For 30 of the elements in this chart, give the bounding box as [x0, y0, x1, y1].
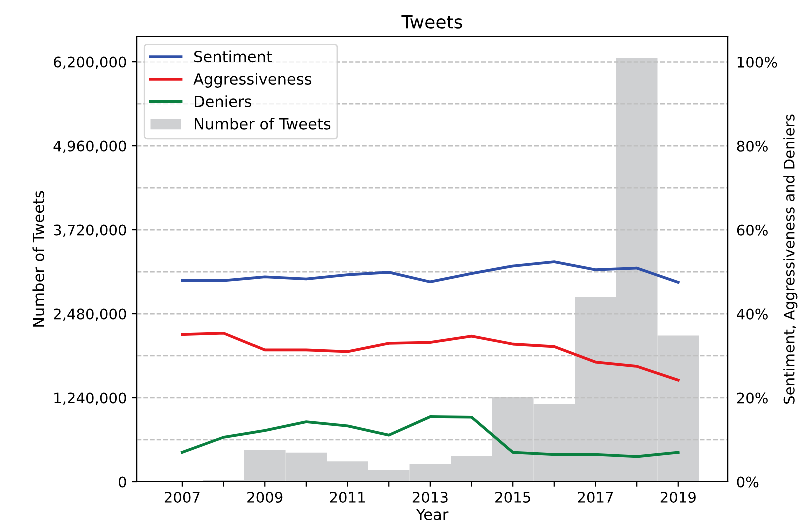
x-tick-label: 2011: [330, 492, 365, 504]
line-series: [181, 416, 680, 458]
line-series: [181, 332, 680, 382]
x-tick-label: 2019: [660, 492, 696, 504]
y-tick-label: 4,960,000: [54, 140, 126, 154]
y-tick-label: 0: [118, 476, 126, 488]
legend-label: Deniers: [195, 96, 252, 108]
x-tick-label: 2013: [412, 492, 448, 504]
x-tick-label: 2015: [496, 492, 530, 504]
line-series: [181, 260, 680, 284]
x-tick-label: 2017: [578, 492, 614, 504]
x-tick-label: 2007: [164, 492, 200, 504]
legend-label: Number of Tweets: [195, 118, 331, 130]
y2-tick-label: 80%: [737, 140, 768, 152]
y-tick-label: 6,200,000: [54, 56, 126, 70]
y2-axis-title: Sentiment, Aggressiveness and Deniers: [784, 114, 798, 404]
x-tick-label: 2009: [248, 492, 283, 504]
legend-label: Sentiment: [194, 50, 272, 63]
y-tick-label: 3,720,000: [54, 224, 126, 238]
y2-tick-label: 40%: [737, 308, 768, 320]
y-tick-label: 1,240,000: [54, 392, 126, 406]
x-axis-title: Year: [416, 509, 449, 520]
y2-tick-label: 20%: [737, 392, 768, 404]
y2-tick-label: 60%: [737, 224, 768, 236]
y-axis-title: Number of Tweets: [32, 191, 45, 327]
y2-tick-label: 0%: [737, 476, 759, 488]
chart-title: Tweets: [402, 16, 462, 29]
y-tick-label: 2,480,000: [54, 308, 126, 322]
y2-tick-label: 100%: [738, 56, 778, 68]
legend-label: Aggressiveness: [194, 73, 312, 88]
